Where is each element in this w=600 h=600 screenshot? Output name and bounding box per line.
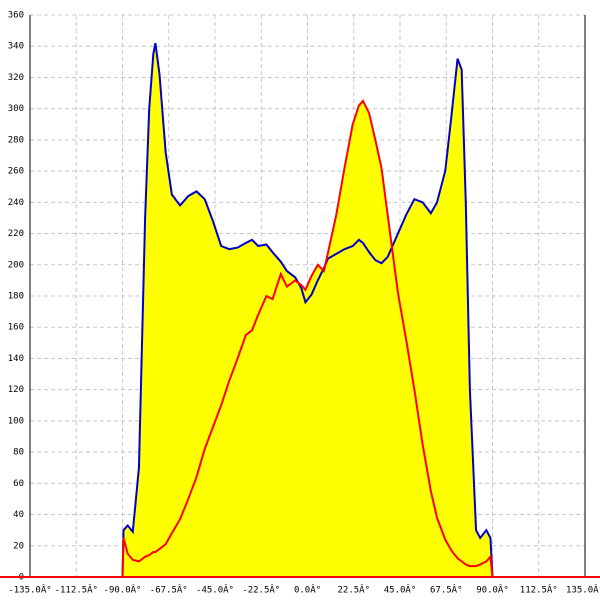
line — [121, 42, 494, 578]
y-tick-label: 220 — [8, 229, 24, 239]
x-tick-label: 67.5Â° — [430, 584, 463, 596]
y-tick-label: 360 — [8, 11, 24, 21]
x-tick-label: -67.5Â° — [150, 584, 188, 596]
y-tick-label: 280 — [8, 135, 24, 145]
x-tick-label: 0.0Â° — [294, 584, 321, 596]
y-tick-label: 100 — [8, 416, 24, 426]
x-tick-label: -112.5Â° — [55, 584, 98, 596]
area — [122, 100, 493, 577]
y-tick-label: 60 — [13, 479, 24, 489]
y-tick-label: 340 — [8, 42, 24, 52]
y-tick-label: 300 — [8, 104, 24, 114]
y-tick-label: 180 — [8, 292, 24, 302]
y-tick-label: 20 — [13, 541, 24, 551]
y-tick-label: 240 — [8, 198, 24, 208]
x-tick-label: 45.0Â° — [384, 584, 417, 596]
line — [121, 99, 494, 578]
x-tick-label: 90.0Â° — [476, 584, 509, 596]
y-tick-label: 80 — [13, 448, 24, 458]
y-tick-label: 260 — [8, 167, 24, 177]
x-tick-label: 22.5Â° — [337, 584, 370, 596]
y-tick-label: 320 — [8, 73, 24, 83]
x-tick-label: -135.0Â° — [8, 584, 51, 596]
y-tick-label: 40 — [13, 510, 24, 520]
x-tick-label: -90.0Â° — [104, 584, 142, 596]
y-tick-label: 140 — [8, 354, 24, 364]
y-tick-label: 120 — [8, 385, 24, 395]
y-tick-label: 160 — [8, 323, 24, 333]
x-tick-label: -45.0Â° — [196, 584, 234, 596]
x-tick-label: 135.0Â° — [566, 584, 600, 596]
x-tick-label: -22.5Â° — [242, 584, 280, 596]
x-tick-label: 112.5Â° — [520, 584, 558, 596]
y-tick-label: 200 — [8, 260, 24, 270]
